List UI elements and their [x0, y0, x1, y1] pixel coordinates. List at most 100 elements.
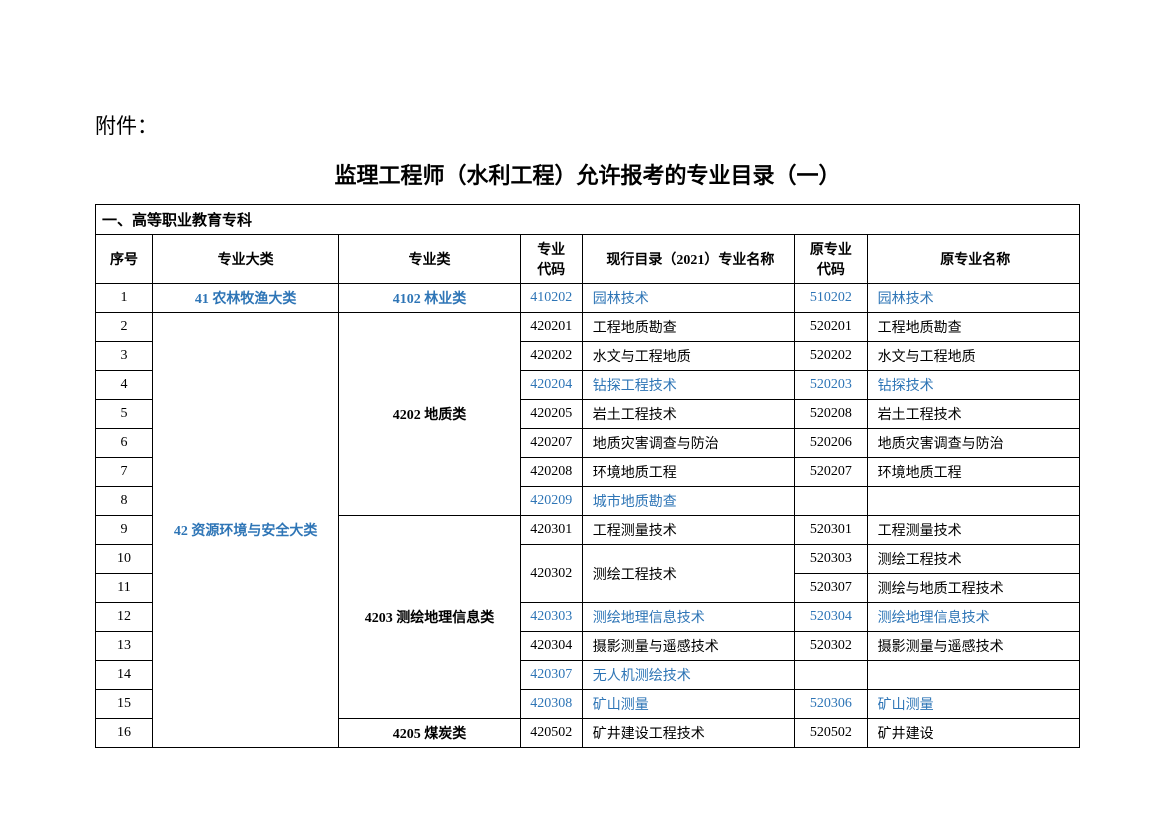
- cell-ocode: 520304: [795, 603, 868, 632]
- cell-name: 地质灾害调查与防治: [582, 429, 794, 458]
- cell-ocode: [795, 661, 868, 690]
- cell-seq: 1: [96, 284, 153, 313]
- cell-oname: 矿山测量: [867, 690, 1079, 719]
- page-title: 监理工程师（水利工程）允许报考的专业目录（一）: [95, 158, 1080, 190]
- cell-ocode: 520302: [795, 632, 868, 661]
- cell-name: 测绘工程技术: [582, 545, 794, 603]
- cell-ocode: 520201: [795, 313, 868, 342]
- cell-oname: 园林技术: [867, 284, 1079, 313]
- cell-ocode: 520307: [795, 574, 868, 603]
- cell-seq: 16: [96, 719, 153, 748]
- cell-seq: 6: [96, 429, 153, 458]
- cell-name: 园林技术: [582, 284, 794, 313]
- cell-sub: 4203 测绘地理信息类: [339, 516, 520, 719]
- cell-code: 420304: [520, 632, 582, 661]
- cell-oname: 矿井建设: [867, 719, 1079, 748]
- cell-name: 矿山测量: [582, 690, 794, 719]
- cell-sub: 4202 地质类: [339, 313, 520, 516]
- section-heading-row: 一、高等职业教育专科: [96, 205, 1080, 235]
- cell-ocode: 520306: [795, 690, 868, 719]
- cell-seq: 8: [96, 487, 153, 516]
- cell-ocode: 520208: [795, 400, 868, 429]
- cell-seq: 2: [96, 313, 153, 342]
- header-row: 序号 专业大类 专业类 专业 代码 现行目录（2021）专业名称 原专业 代码 …: [96, 235, 1080, 284]
- cell-seq: 11: [96, 574, 153, 603]
- cell-name: 环境地质工程: [582, 458, 794, 487]
- cell-seq: 10: [96, 545, 153, 574]
- header-sub: 专业类: [339, 235, 520, 284]
- cell-code: 420201: [520, 313, 582, 342]
- cell-name: 岩土工程技术: [582, 400, 794, 429]
- cell-code: 420307: [520, 661, 582, 690]
- cell-oname: 测绘与地质工程技术: [867, 574, 1079, 603]
- cell-oname: 工程测量技术: [867, 516, 1079, 545]
- cell-oname: 钻探技术: [867, 371, 1079, 400]
- cell-ocode: 520203: [795, 371, 868, 400]
- cell-ocode: 520202: [795, 342, 868, 371]
- cell-name: 水文与工程地质: [582, 342, 794, 371]
- cell-cat: 41 农林牧渔大类: [152, 284, 338, 313]
- cell-code: 420204: [520, 371, 582, 400]
- cell-seq: 13: [96, 632, 153, 661]
- header-cat: 专业大类: [152, 235, 338, 284]
- cell-seq: 5: [96, 400, 153, 429]
- cell-name: 无人机测绘技术: [582, 661, 794, 690]
- cell-name: 摄影测量与遥感技术: [582, 632, 794, 661]
- cell-code: 420209: [520, 487, 582, 516]
- cell-code: 420207: [520, 429, 582, 458]
- cell-oname: 环境地质工程: [867, 458, 1079, 487]
- cell-cat: 42 资源环境与安全大类: [152, 313, 338, 748]
- header-seq: 序号: [96, 235, 153, 284]
- header-oname: 原专业名称: [867, 235, 1079, 284]
- cell-oname: 测绘工程技术: [867, 545, 1079, 574]
- cell-seq: 15: [96, 690, 153, 719]
- cell-oname: 工程地质勘查: [867, 313, 1079, 342]
- cell-code: 420205: [520, 400, 582, 429]
- attachment-label: 附件：: [95, 110, 1080, 140]
- cell-seq: 7: [96, 458, 153, 487]
- cell-code: 420202: [520, 342, 582, 371]
- header-ocode: 原专业 代码: [795, 235, 868, 284]
- cell-sub: 4102 林业类: [339, 284, 520, 313]
- document-page: 附件： 监理工程师（水利工程）允许报考的专业目录（一） 一、高等职业教育专科 序…: [0, 0, 1175, 748]
- cell-ocode: 520206: [795, 429, 868, 458]
- cell-code: 420302: [520, 545, 582, 603]
- cell-ocode: 520301: [795, 516, 868, 545]
- cell-oname: 摄影测量与遥感技术: [867, 632, 1079, 661]
- cell-name: 测绘地理信息技术: [582, 603, 794, 632]
- cell-seq: 9: [96, 516, 153, 545]
- majors-table: 一、高等职业教育专科 序号 专业大类 专业类 专业 代码 现行目录（2021）专…: [95, 204, 1080, 748]
- cell-seq: 14: [96, 661, 153, 690]
- cell-seq: 12: [96, 603, 153, 632]
- cell-seq: 3: [96, 342, 153, 371]
- cell-name: 钻探工程技术: [582, 371, 794, 400]
- cell-ocode: 520303: [795, 545, 868, 574]
- cell-code: 420308: [520, 690, 582, 719]
- cell-oname: 测绘地理信息技术: [867, 603, 1079, 632]
- cell-code: 410202: [520, 284, 582, 313]
- cell-name: 工程地质勘查: [582, 313, 794, 342]
- cell-code: 420301: [520, 516, 582, 545]
- cell-name: 工程测量技术: [582, 516, 794, 545]
- cell-oname: 岩土工程技术: [867, 400, 1079, 429]
- cell-sub: 4205 煤炭类: [339, 719, 520, 748]
- section-heading: 一、高等职业教育专科: [96, 205, 1080, 235]
- cell-oname: [867, 661, 1079, 690]
- cell-ocode: 520207: [795, 458, 868, 487]
- cell-seq: 4: [96, 371, 153, 400]
- cell-oname: [867, 487, 1079, 516]
- header-name: 现行目录（2021）专业名称: [582, 235, 794, 284]
- header-code: 专业 代码: [520, 235, 582, 284]
- cell-ocode: [795, 487, 868, 516]
- cell-code: 420303: [520, 603, 582, 632]
- cell-name: 矿井建设工程技术: [582, 719, 794, 748]
- cell-name: 城市地质勘查: [582, 487, 794, 516]
- cell-oname: 水文与工程地质: [867, 342, 1079, 371]
- table-row: 1 41 农林牧渔大类 4102 林业类 410202 园林技术 510202 …: [96, 284, 1080, 313]
- cell-ocode: 510202: [795, 284, 868, 313]
- cell-oname: 地质灾害调查与防治: [867, 429, 1079, 458]
- cell-code: 420502: [520, 719, 582, 748]
- cell-ocode: 520502: [795, 719, 868, 748]
- cell-code: 420208: [520, 458, 582, 487]
- table-row: 2 42 资源环境与安全大类 4202 地质类 420201 工程地质勘查 52…: [96, 313, 1080, 342]
